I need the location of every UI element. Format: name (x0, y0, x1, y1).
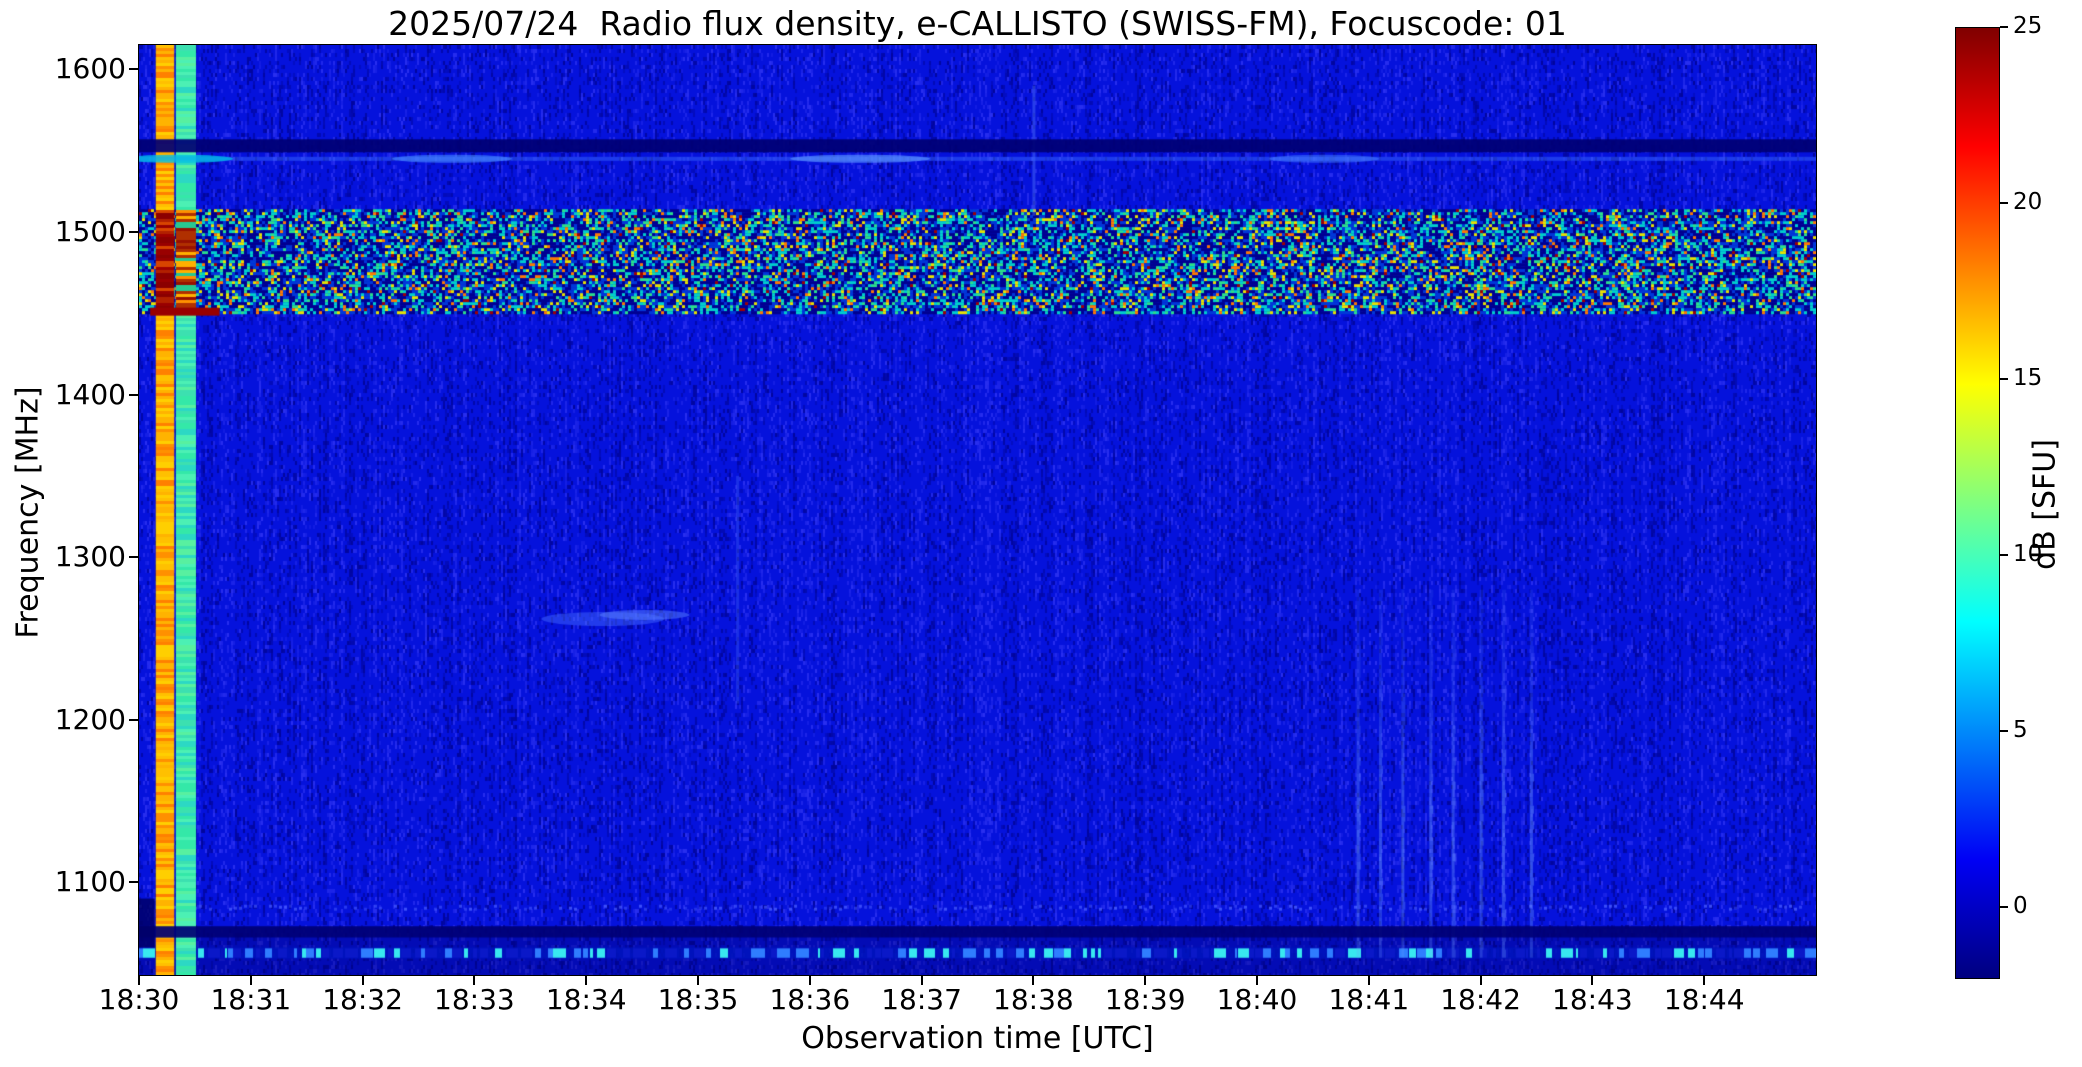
y-tick-mark (129, 230, 138, 233)
y-tick-label: 1400 (54, 377, 126, 411)
x-tick-label: 18:33 (434, 983, 515, 1016)
spectrogram-canvas (138, 44, 1817, 976)
y-tick-label: 1500 (54, 214, 126, 248)
x-tick-mark (1144, 976, 1147, 985)
x-tick-mark (808, 976, 811, 985)
x-tick-label: 18:41 (1328, 983, 1410, 1016)
x-tick-mark (1703, 976, 1706, 985)
x-tick-mark (920, 976, 923, 985)
y-tick-mark (129, 68, 138, 71)
x-tick-label: 18:30 (98, 983, 180, 1016)
x-tick-mark (697, 976, 699, 985)
y-tick-mark (129, 718, 138, 721)
y-tick-label: 1600 (54, 52, 126, 86)
colorbar-tick-label: 0 (2013, 892, 2028, 919)
x-tick-mark (1256, 976, 1258, 985)
x-tick-label: 18:32 (322, 983, 403, 1016)
x-tick-label: 18:42 (1440, 983, 1521, 1016)
y-tick-label: 1300 (54, 540, 126, 574)
colorbar-tick-mark (2000, 377, 2008, 380)
y-tick-mark (129, 881, 138, 884)
x-tick-mark (1032, 976, 1035, 985)
colorbar-tick-label: 5 (2013, 716, 2028, 743)
colorbar (1955, 27, 2000, 979)
x-tick-mark (585, 976, 588, 985)
x-tick-mark (473, 976, 476, 985)
colorbar-tick-mark (2000, 729, 2008, 732)
colorbar-tick-mark (2000, 553, 2008, 556)
x-tick-label: 18:38 (993, 983, 1074, 1016)
y-tick-mark (129, 393, 138, 396)
x-tick-mark (361, 976, 364, 985)
y-tick-label: 1200 (54, 702, 126, 736)
x-tick-label: 18:40 (1216, 983, 1298, 1016)
x-axis-label: Observation time [UTC] (801, 1021, 1154, 1056)
x-tick-label: 18:37 (881, 983, 962, 1016)
colorbar-tick-label: 25 (2013, 13, 2043, 39)
colorbar-tick-mark (2000, 905, 2008, 908)
colorbar-tick-mark (2000, 26, 2008, 28)
y-tick-mark (129, 556, 138, 559)
y-tick-label: 1100 (54, 865, 126, 899)
x-tick-mark (1591, 976, 1594, 985)
x-tick-label: 18:44 (1663, 983, 1745, 1016)
x-tick-label: 18:34 (545, 983, 627, 1016)
chart-title: 2025/07/24 Radio flux density, e-CALLIST… (388, 4, 1567, 43)
x-tick-mark (249, 976, 252, 985)
x-tick-label: 18:36 (769, 983, 851, 1016)
x-tick-label: 18:31 (210, 983, 292, 1016)
colorbar-tick-label: 20 (2013, 188, 2043, 215)
y-axis-label: Frequency [MHz] (10, 386, 46, 639)
x-tick-label: 18:39 (1104, 983, 1186, 1016)
x-tick-mark (1367, 976, 1370, 985)
colorbar-tick-mark (2000, 201, 2008, 204)
colorbar-tick-label: 10 (2013, 540, 2043, 567)
colorbar-tick-label: 15 (2013, 364, 2043, 391)
x-tick-mark (138, 976, 140, 985)
colorbar-label: dB [SFU] (2027, 439, 2063, 570)
x-tick-label: 18:35 (657, 983, 739, 1016)
x-tick-label: 18:43 (1552, 983, 1633, 1016)
x-tick-mark (1479, 976, 1482, 985)
